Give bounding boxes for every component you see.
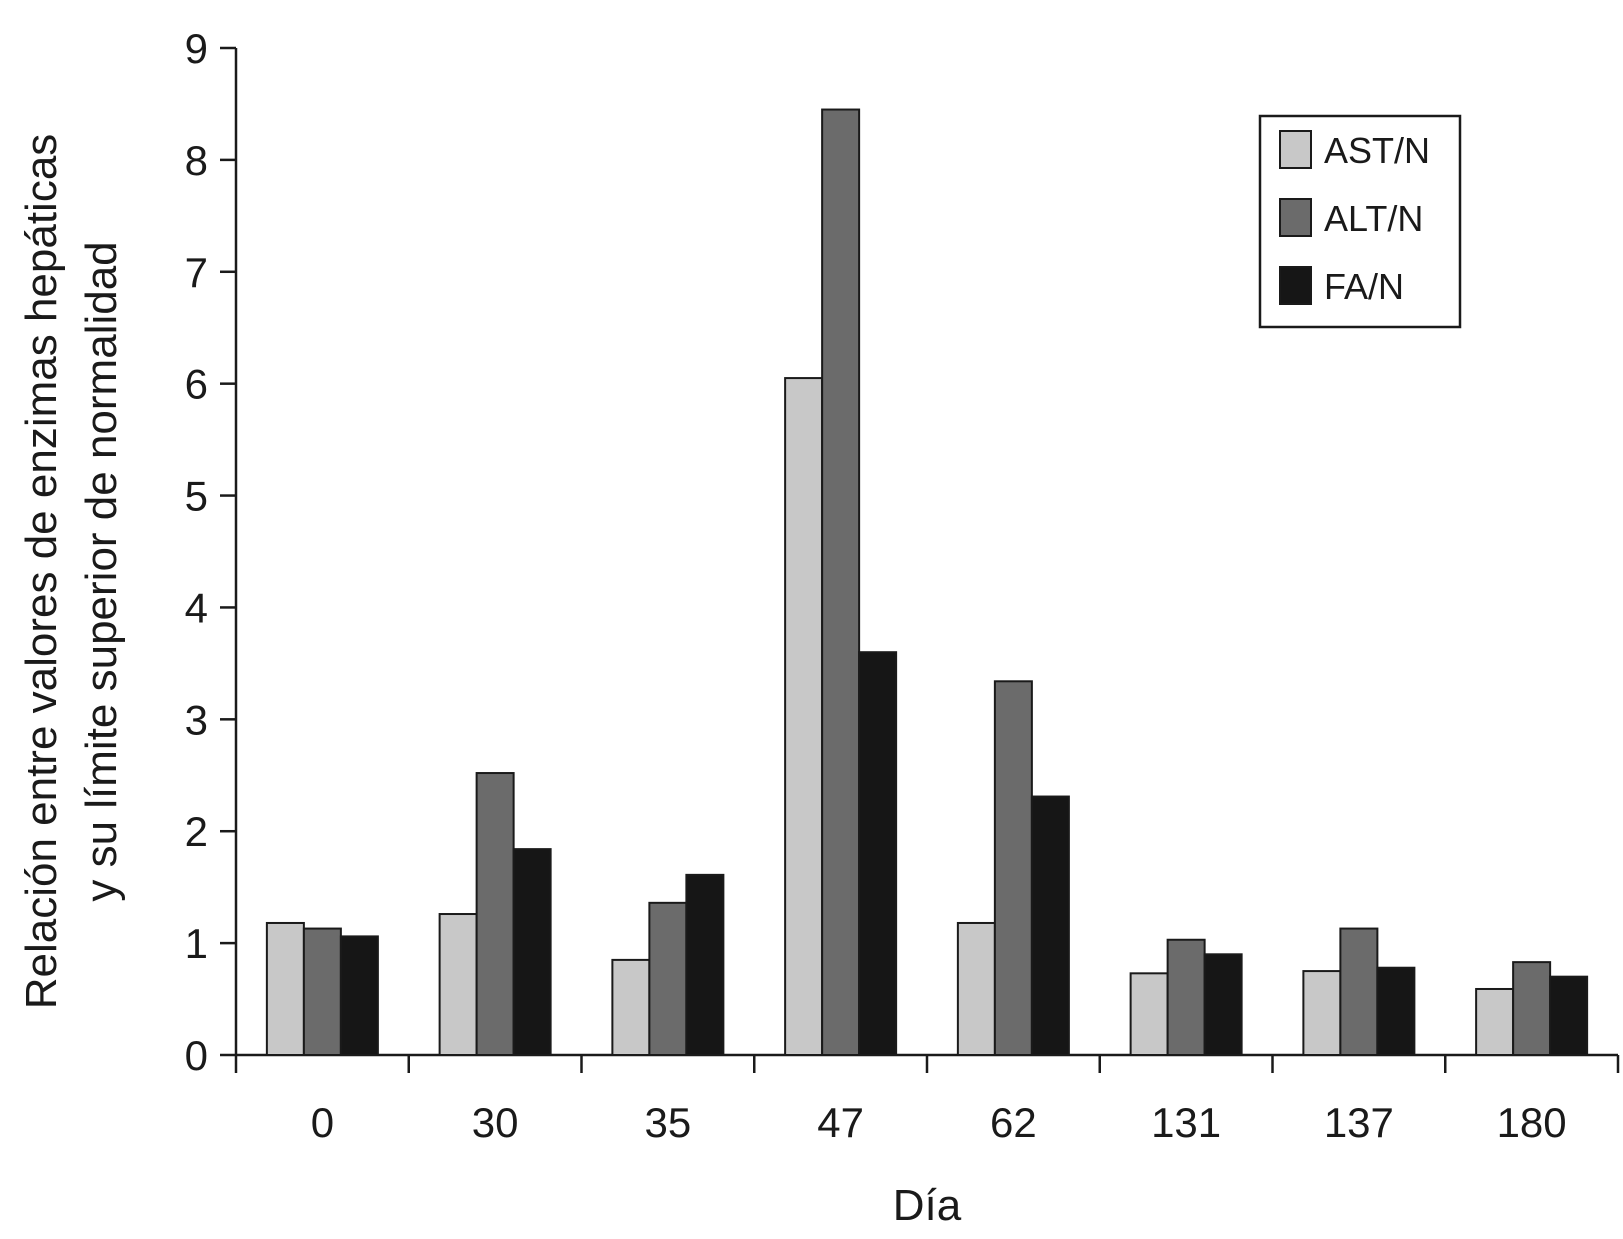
legend-swatch	[1279, 198, 1312, 237]
x-axis-title: Día	[893, 1181, 962, 1230]
x-tick-label: 137	[1324, 1099, 1394, 1146]
y-tick-label: 6	[185, 361, 208, 408]
bar-ast-n-0	[265, 921, 305, 1057]
y-tick-label: 8	[185, 137, 208, 184]
legend-swatch	[1279, 130, 1312, 169]
y-tick-label: 4	[185, 584, 208, 631]
x-tick-label: 0	[311, 1099, 334, 1146]
x-tick-label: 47	[817, 1099, 864, 1146]
y-tick-label: 3	[185, 696, 208, 743]
bar-ast-n-47	[784, 377, 824, 1057]
legend-label: FA/N	[1324, 266, 1404, 307]
y-tick-label: 9	[185, 25, 208, 72]
x-axis: 0 30 35 47 62 131 137 180	[234, 1053, 1620, 1146]
x-tick-label: 180	[1497, 1099, 1567, 1146]
y-tick-label: 2	[185, 808, 208, 855]
bar-fa-n-131	[1203, 953, 1243, 1056]
y-axis-title-line: y su límite superior de normalidad	[77, 241, 126, 901]
x-tick-label: 30	[472, 1099, 519, 1146]
bar-fa-n-62	[1030, 795, 1070, 1057]
bar-fa-n-180	[1549, 975, 1589, 1057]
y-tick-label: 5	[185, 473, 208, 520]
y-axis-title-line: Relación entre valores de enzimas hepáti…	[17, 134, 66, 1010]
bar-fa-n-137	[1376, 966, 1416, 1057]
bar-alt-n-35	[648, 901, 688, 1056]
x-tick-label: 35	[645, 1099, 692, 1146]
bar-alt-n-137	[1339, 927, 1379, 1056]
bar-alt-n-47	[821, 108, 861, 1057]
bar-ast-n-62	[956, 921, 996, 1057]
legend: AST/N ALT/N FA/N	[1258, 114, 1462, 329]
bar-fa-n-0	[339, 935, 379, 1056]
bar-alt-n-30	[475, 772, 515, 1056]
bar-fa-n-30	[512, 848, 552, 1056]
legend-label: ALT/N	[1324, 198, 1423, 239]
bars-group	[265, 108, 1589, 1057]
bar-alt-n-131	[1166, 938, 1206, 1057]
y-tick-label: 7	[185, 249, 208, 296]
bar-ast-n-180	[1475, 987, 1515, 1056]
legend-swatch	[1279, 266, 1312, 305]
bar-fa-n-47	[858, 651, 898, 1056]
bar-ast-n-137	[1302, 970, 1342, 1056]
bar-ast-n-35	[611, 958, 651, 1057]
bar-fa-n-35	[685, 873, 725, 1056]
x-tick-label: 131	[1151, 1099, 1221, 1146]
legend-label: AST/N	[1324, 130, 1430, 171]
y-axis: 0 1 2 3 4 5 6 7 8 9	[185, 25, 238, 1079]
bar-alt-n-62	[993, 680, 1033, 1057]
bar-alt-n-0	[302, 927, 342, 1056]
bar-ast-n-131	[1129, 972, 1169, 1056]
y-tick-label: 1	[185, 920, 208, 967]
bar-alt-n-180	[1512, 961, 1552, 1056]
y-tick-label: 0	[185, 1032, 208, 1079]
x-tick-label: 62	[990, 1099, 1037, 1146]
bar-ast-n-30	[438, 913, 478, 1057]
y-axis-title: Relación entre valores de enzimas hepáti…	[17, 134, 126, 1010]
